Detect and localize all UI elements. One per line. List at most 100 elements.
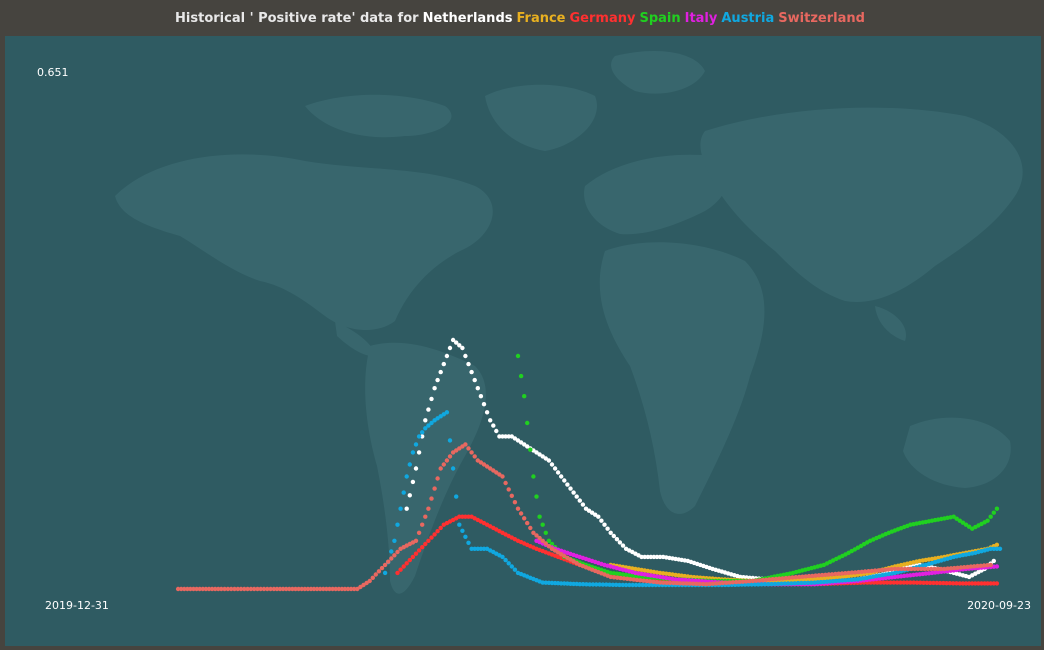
data-point-austria — [647, 582, 652, 588]
data-point-switzerland — [853, 570, 858, 575]
data-point-switzerland — [416, 530, 422, 535]
data-point-switzerland — [245, 586, 250, 592]
legend-italy: Italy — [684, 10, 718, 26]
data-point-switzerland — [641, 578, 646, 583]
data-point-spain — [531, 474, 536, 479]
data-point-austria — [795, 580, 801, 586]
legend-netherlands: Netherlands — [422, 10, 513, 26]
data-point-switzerland — [336, 586, 341, 592]
data-point-switzerland — [466, 446, 471, 451]
data-point-austria — [597, 582, 602, 587]
data-point-austria — [404, 474, 409, 479]
data-point-netherlands — [657, 554, 663, 560]
data-point-switzerland — [938, 566, 944, 572]
data-point-germany — [951, 581, 956, 586]
data-point-netherlands — [450, 337, 456, 343]
data-point-switzerland — [242, 586, 247, 592]
data-point-switzerland — [704, 582, 709, 587]
data-point-switzerland — [720, 580, 726, 586]
data-point-switzerland — [707, 581, 712, 587]
data-point-austria — [769, 581, 774, 587]
data-point-austria — [749, 582, 754, 587]
data-point-germany — [432, 532, 437, 537]
data-point-netherlands — [420, 434, 425, 439]
data-point-switzerland — [816, 573, 822, 578]
data-point-germany — [888, 580, 893, 585]
data-point-switzerland — [787, 575, 792, 580]
data-point-netherlands — [574, 494, 579, 499]
data-point-switzerland — [386, 559, 391, 564]
data-point-austria — [478, 546, 484, 551]
data-point-switzerland — [182, 586, 187, 592]
data-point-austria — [805, 580, 811, 585]
data-point-austria — [630, 582, 635, 588]
data-point-netherlands — [432, 386, 437, 391]
data-point-austria — [577, 582, 582, 587]
data-point-switzerland — [648, 579, 653, 584]
data-point-switzerland — [235, 586, 240, 592]
legend-spain: Spain — [639, 10, 681, 26]
data-point-germany — [976, 581, 981, 586]
data-point-switzerland — [248, 586, 254, 592]
data-point-switzerland — [200, 586, 205, 592]
data-point-austria — [481, 546, 487, 551]
data-point-switzerland — [252, 586, 257, 592]
data-point-spain — [522, 394, 527, 399]
data-point-switzerland — [750, 578, 755, 584]
data-point-switzerland — [469, 450, 474, 455]
data-point-germany — [898, 580, 903, 585]
data-point-germany — [410, 554, 416, 560]
data-point-switzerland — [299, 586, 304, 592]
data-point-germany — [947, 581, 953, 586]
data-point-switzerland — [293, 586, 298, 592]
data-point-austria — [991, 546, 996, 551]
data-point-netherlands — [608, 530, 613, 535]
data-point-switzerland — [271, 586, 277, 592]
data-point-germany — [904, 580, 910, 585]
data-point-switzerland — [727, 580, 732, 585]
data-point-switzerland — [543, 541, 548, 546]
plot-area: 0.651 2019-12-31 2020-09-23 — [5, 36, 1041, 646]
data-point-austria — [469, 546, 474, 551]
data-point-netherlands — [568, 486, 573, 491]
data-point-switzerland — [826, 572, 831, 577]
data-point-switzerland — [862, 569, 868, 574]
data-point-germany — [908, 580, 913, 585]
data-point-germany — [398, 567, 403, 572]
data-point-germany — [395, 570, 400, 576]
data-point-germany — [988, 581, 993, 586]
data-point-netherlands — [416, 450, 422, 455]
data-point-switzerland — [222, 586, 227, 592]
data-point-austria — [559, 581, 564, 586]
data-point-germany — [970, 581, 975, 586]
data-point-switzerland — [866, 569, 871, 574]
data-point-austria — [610, 582, 616, 587]
data-point-netherlands — [481, 402, 487, 407]
data-point-germany — [931, 580, 936, 586]
world-map-background — [115, 51, 1023, 594]
series-austria — [382, 410, 1003, 588]
data-point-switzerland — [631, 577, 636, 582]
data-point-switzerland — [929, 566, 934, 572]
data-point-switzerland — [206, 586, 212, 592]
data-point-netherlands — [642, 554, 647, 560]
data-point-switzerland — [932, 566, 937, 572]
data-point-italy — [683, 577, 688, 583]
data-point-switzerland — [797, 574, 802, 580]
data-point-netherlands — [410, 479, 416, 485]
data-point-austria — [389, 549, 394, 554]
data-point-germany — [963, 581, 969, 586]
data-point-switzerland — [714, 581, 719, 586]
data-point-switzerland — [760, 577, 765, 583]
data-point-germany — [407, 557, 412, 563]
data-point-switzerland — [327, 586, 332, 592]
data-point-germany — [911, 580, 916, 585]
data-point-austria — [466, 540, 471, 545]
data-point-switzerland — [531, 530, 536, 535]
data-point-switzerland — [506, 487, 511, 492]
data-point-austria — [509, 564, 514, 569]
data-point-switzerland — [432, 486, 437, 491]
data-point-austria — [584, 582, 589, 587]
data-point-switzerland — [899, 566, 904, 572]
data-point-switzerland — [962, 565, 967, 570]
